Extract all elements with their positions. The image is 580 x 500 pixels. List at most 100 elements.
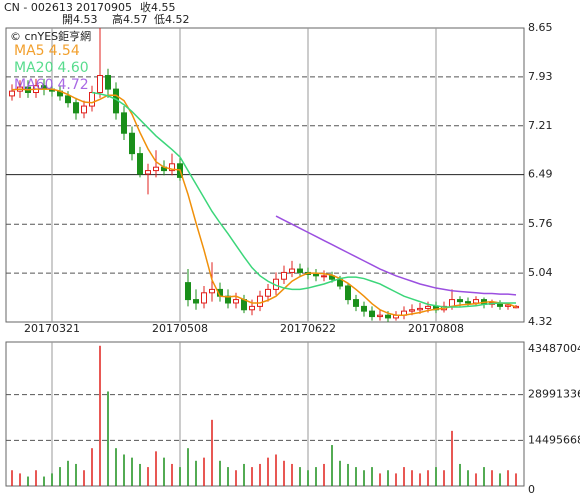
open-price: 開4.53: [62, 13, 98, 26]
volume-bar: [243, 463, 245, 486]
candle-body: [209, 288, 215, 294]
y-tick-label: 4.32: [528, 315, 553, 328]
volume-bar: [459, 463, 461, 486]
volume-bar: [403, 467, 405, 486]
volume-bar: [131, 457, 133, 486]
volume-bar: [355, 467, 357, 486]
candle-body: [297, 268, 303, 273]
volume-bar: [339, 460, 341, 486]
volume-bar: [203, 457, 205, 486]
volume-bar: [267, 457, 269, 486]
volume-bar: [323, 463, 325, 486]
volume-bar: [99, 345, 101, 486]
volume-bar: [435, 467, 437, 486]
candle-body: [417, 307, 423, 311]
volume-bar: [427, 470, 429, 486]
volume-bar: [363, 470, 365, 486]
legend-name: MA20: [14, 60, 53, 76]
candle-body: [65, 95, 71, 104]
y-tick-label: 8.65: [528, 21, 553, 34]
volume-panel: [5, 341, 525, 487]
volume-bar: [107, 391, 109, 486]
volume-bar: [171, 463, 173, 486]
quote-date: 20170905: [76, 1, 132, 14]
y-tick-label: 7.93: [528, 70, 553, 83]
candle-body: [385, 314, 391, 319]
volume-bar: [51, 473, 53, 486]
symbol: CN - 002613: [4, 1, 73, 14]
volume-bar: [347, 463, 349, 486]
volume-bar: [331, 445, 333, 486]
volume-bar: [115, 448, 117, 486]
volume-bar: [67, 460, 69, 486]
candle-body: [153, 166, 159, 172]
candle-body: [185, 282, 191, 301]
y-tick-label: 6.49: [528, 168, 553, 181]
y-tick-label: 5.76: [528, 217, 553, 230]
candle-body: [353, 299, 359, 307]
y-tick-label: 5.04: [528, 266, 553, 279]
volume-bar: [251, 467, 253, 486]
legend-value: 4.60: [57, 60, 88, 76]
volume-bar: [507, 470, 509, 486]
candle-body: [457, 299, 463, 303]
volume-bar: [499, 473, 501, 486]
legend-value: 4.72: [57, 77, 88, 93]
volume-bar: [195, 460, 197, 486]
volume-bar: [315, 467, 317, 486]
candle-body: [121, 112, 127, 134]
volume-bar: [275, 454, 277, 486]
candle-body: [465, 301, 471, 304]
candle-body: [89, 92, 95, 107]
candle-body: [409, 309, 415, 312]
ma-line: [11, 88, 517, 316]
x-tick-label: 20170508: [152, 322, 208, 335]
volume-bar: [155, 451, 157, 486]
volume-bar: [419, 473, 421, 486]
candle-body: [345, 285, 351, 301]
candle-body: [201, 292, 207, 304]
volume-bar: [307, 470, 309, 486]
volume-bar: [291, 463, 293, 486]
volume-bar: [443, 470, 445, 486]
volume-bar: [235, 470, 237, 486]
candle-body: [137, 153, 143, 175]
volume-bar: [19, 473, 21, 486]
volume-bar: [259, 463, 261, 486]
candle-body: [361, 305, 367, 312]
candle-body: [97, 75, 103, 94]
x-tick-label: 20170622: [280, 322, 336, 335]
volume-bar: [75, 463, 77, 486]
candle-body: [145, 170, 151, 175]
volume-bar: [219, 460, 221, 486]
volume-bar: [139, 463, 141, 486]
legend-entry: MA20 4.60: [14, 60, 89, 76]
legend-entry: MA60 4.72: [14, 77, 89, 93]
candle-body: [313, 273, 319, 277]
volume-bar: [27, 476, 29, 486]
candle-body: [377, 314, 383, 318]
legend-name: MA5: [14, 43, 45, 59]
low-price: 低4.52: [154, 13, 190, 26]
y-tick-label: 14495668: [528, 433, 580, 446]
candle-body: [193, 299, 199, 304]
legend-entry: MA5 4.54: [14, 43, 80, 59]
volume-bar: [59, 467, 61, 486]
watermark: © cnYES鉅亨網: [10, 29, 91, 43]
ma-line: [91, 91, 516, 308]
y-tick-label: 28991336: [528, 388, 580, 401]
volume-bar: [515, 473, 517, 486]
volume-bar: [467, 470, 469, 486]
candle-body: [249, 305, 255, 311]
y-tick-label: 43487004: [528, 342, 580, 355]
candle-body: [257, 295, 263, 307]
legend-value: 4.54: [49, 43, 80, 59]
volume-bar: [387, 470, 389, 486]
candle-body: [129, 132, 135, 155]
volume-bar: [123, 454, 125, 486]
volume-bar: [411, 470, 413, 486]
x-tick-label: 20170321: [24, 322, 80, 335]
volume-bar: [11, 470, 13, 486]
candle-body: [281, 271, 287, 280]
